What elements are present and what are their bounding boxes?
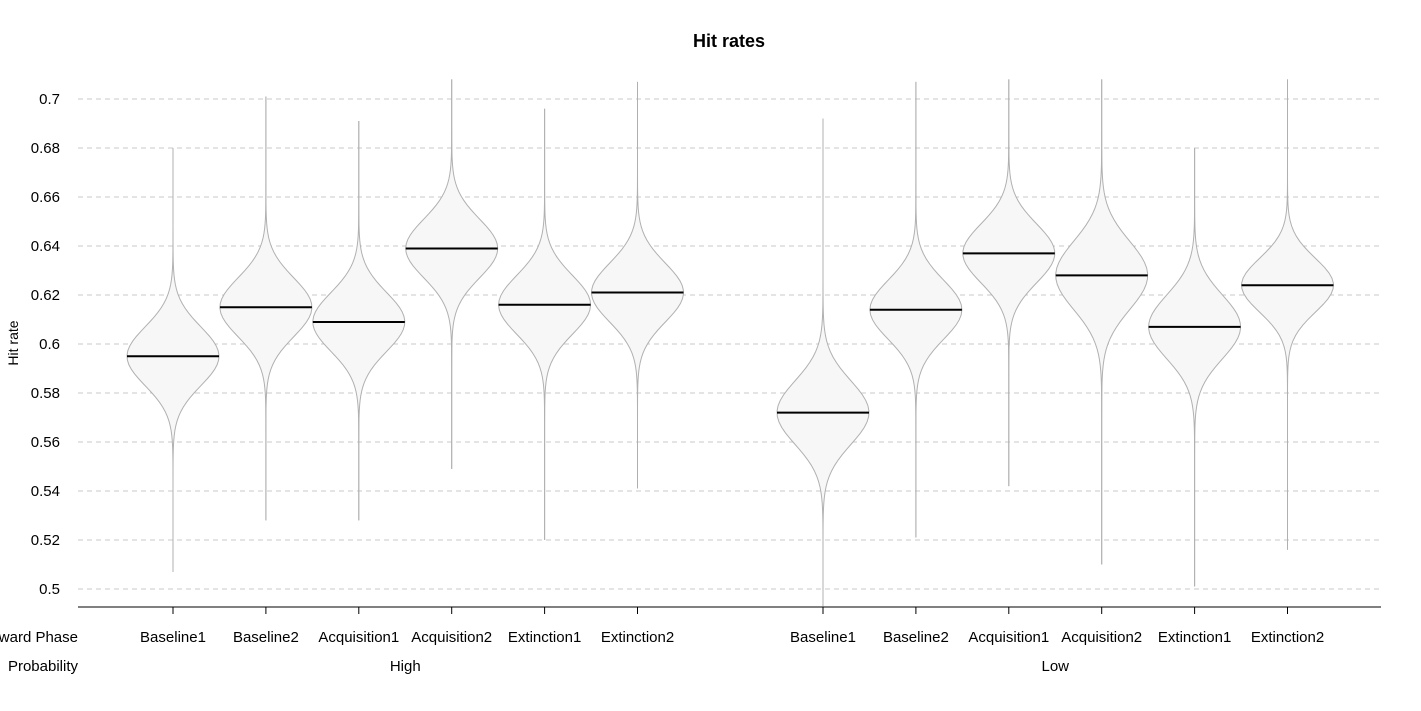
violin-shape (126, 148, 220, 572)
x-tick-label: Acquisition1 (318, 629, 399, 646)
violin-shape (591, 81, 684, 489)
violin-layer (126, 79, 1334, 607)
y-tick-label: 0.54 (31, 483, 60, 500)
x-tick-layer: Baseline1 Baseline2 Acquisition1 Acquisitio… (140, 607, 1324, 646)
x-tick-label: Acquisition2 (1061, 629, 1142, 646)
group-label: High (390, 658, 421, 675)
x-tick-label: Extinction1 (1158, 629, 1231, 646)
violin-shape (776, 118, 870, 607)
x-tick-label: Acquisition2 (411, 629, 492, 646)
y-tick-label: 0.7 (39, 91, 60, 108)
y-tick-label: 0.66 (31, 189, 60, 206)
x-tick-label: Acquisition1 (968, 629, 1049, 646)
violin-shape (219, 96, 313, 521)
x-tick-label: Extinction2 (601, 629, 674, 646)
y-tick-label: 0.58 (31, 385, 60, 402)
x-tick-label: Baseline1 (140, 629, 206, 646)
y-tick-label: 0.68 (31, 140, 60, 157)
violin-shape (1055, 79, 1149, 565)
y-tick-label: 0.62 (31, 287, 60, 304)
y-tick-label: 0.64 (31, 238, 60, 255)
y-tick-label: 0.56 (31, 434, 60, 451)
x-tick-label: Baseline2 (883, 629, 949, 646)
violin-shape (1241, 79, 1334, 550)
factor-label-probability: Probability (8, 658, 79, 675)
x-tick-label: Baseline1 (790, 629, 856, 646)
violin-shape (1148, 148, 1242, 587)
factor-label-reward-phase: Reward Phase (0, 629, 78, 646)
violin-shape (498, 108, 592, 540)
y-tick-label: 0.52 (31, 532, 60, 549)
y-tick-label: 0.6 (39, 336, 60, 353)
y-tick-labels: 0.5 0.52 0.54 0.56 0.58 0.6 0.62 0.64 0.66 0.68 0.… (31, 91, 60, 598)
group-label: Low (1041, 658, 1069, 675)
y-axis-label: Hit rate (5, 320, 21, 365)
x-tick-label: Extinction2 (1251, 629, 1324, 646)
y-tick-label: 0.5 (39, 581, 60, 598)
group-label-layer: High Low (390, 658, 1069, 675)
violin-shape (405, 79, 499, 469)
x-tick-label: Extinction1 (508, 629, 581, 646)
violin-shape (312, 121, 406, 521)
x-tick-label: Baseline2 (233, 629, 299, 646)
chart-title: Hit rates (693, 31, 765, 51)
violin-shape (962, 79, 1056, 487)
